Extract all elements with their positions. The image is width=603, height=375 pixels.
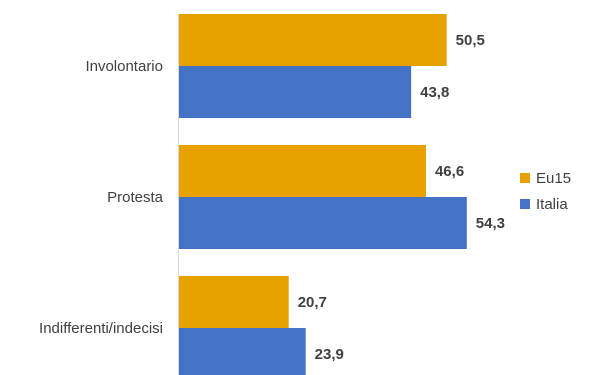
data-labels: 50,5 43,8 46,6 54,3 20,7 23,9	[298, 32, 505, 363]
bar-indifferenti-indecisi-eu15	[179, 276, 289, 328]
data-label-indifferenti-indecisi-eu15: 20,7	[298, 294, 327, 311]
category-labels: Involontario Protesta Indifferenti/indecis…	[39, 58, 164, 337]
legend-swatch-italia	[520, 199, 530, 209]
legend-label-italia: Italia	[536, 196, 568, 213]
data-label-protesta-italia: 54,3	[476, 215, 505, 232]
category-label-indifferenti-indecisi: Indifferenti/indecisi	[39, 320, 163, 337]
legend: Eu15 Italia	[520, 170, 571, 213]
category-label-protesta: Protesta	[107, 189, 164, 206]
data-label-involontario-italia: 43,8	[420, 84, 449, 101]
bar-indifferenti-indecisi-italia	[179, 328, 306, 375]
bars-layer	[179, 14, 467, 375]
legend-label-eu15: Eu15	[536, 170, 571, 187]
legend-swatch-eu15	[520, 173, 530, 183]
category-label-involontario: Involontario	[85, 58, 163, 75]
data-label-involontario-eu15: 50,5	[456, 32, 485, 49]
bar-involontario-italia	[179, 66, 412, 118]
data-label-indifferenti-indecisi-italia: 23,9	[315, 346, 344, 363]
bar-involontario-eu15	[179, 14, 447, 66]
bar-protesta-eu15	[179, 145, 426, 197]
data-label-protesta-eu15: 46,6	[435, 163, 464, 180]
bar-protesta-italia	[179, 197, 467, 249]
